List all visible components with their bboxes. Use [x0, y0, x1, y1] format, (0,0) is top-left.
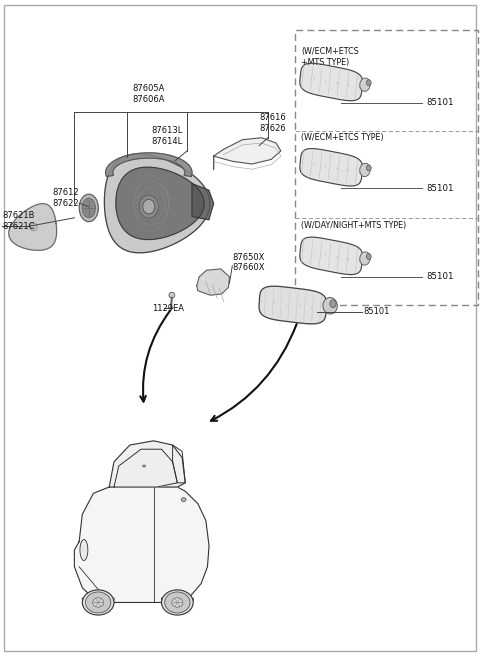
Ellipse shape: [82, 198, 96, 218]
Text: 85101: 85101: [426, 272, 454, 281]
Ellipse shape: [93, 598, 104, 607]
Text: 87613L
87614L: 87613L 87614L: [151, 126, 183, 146]
Text: 85101: 85101: [364, 307, 390, 316]
Text: 87612
87622: 87612 87622: [53, 188, 79, 208]
Polygon shape: [74, 487, 209, 602]
Polygon shape: [300, 148, 362, 186]
Polygon shape: [104, 154, 210, 253]
Text: 85101: 85101: [426, 184, 454, 193]
Polygon shape: [259, 286, 326, 324]
Ellipse shape: [366, 254, 371, 260]
Polygon shape: [9, 203, 57, 251]
Polygon shape: [106, 153, 192, 176]
Text: 87650X
87660X: 87650X 87660X: [232, 253, 265, 272]
Polygon shape: [197, 269, 229, 295]
Ellipse shape: [143, 465, 145, 467]
Ellipse shape: [79, 194, 98, 222]
Ellipse shape: [323, 298, 337, 314]
Text: 87605A
87606A: 87605A 87606A: [132, 84, 165, 104]
Text: (W/ECM+ETCS
+MTS TYPE): (W/ECM+ETCS +MTS TYPE): [301, 47, 359, 67]
Text: 87621B
87621C: 87621B 87621C: [2, 211, 35, 231]
Ellipse shape: [172, 598, 183, 607]
Ellipse shape: [169, 293, 175, 298]
Polygon shape: [116, 167, 204, 239]
Ellipse shape: [80, 539, 88, 560]
Ellipse shape: [83, 590, 114, 615]
Ellipse shape: [360, 163, 370, 176]
Text: 1129EA: 1129EA: [152, 304, 184, 313]
Ellipse shape: [366, 165, 371, 171]
Ellipse shape: [30, 223, 37, 231]
Ellipse shape: [181, 498, 186, 501]
Ellipse shape: [366, 80, 371, 86]
Ellipse shape: [139, 195, 158, 218]
Ellipse shape: [165, 592, 190, 613]
Text: (W/ECM+ETCS TYPE): (W/ECM+ETCS TYPE): [301, 133, 384, 142]
Ellipse shape: [360, 252, 370, 265]
Ellipse shape: [360, 78, 370, 91]
Text: 87616
87626: 87616 87626: [259, 113, 286, 133]
Polygon shape: [109, 441, 185, 487]
Polygon shape: [214, 138, 281, 169]
Polygon shape: [192, 184, 214, 220]
Ellipse shape: [330, 300, 336, 308]
Polygon shape: [114, 449, 178, 487]
Polygon shape: [300, 63, 362, 101]
Text: 85101: 85101: [426, 98, 454, 108]
Polygon shape: [300, 237, 362, 275]
Text: (W/DAY/NIGHT+MTS TYPE): (W/DAY/NIGHT+MTS TYPE): [301, 221, 406, 230]
Ellipse shape: [161, 590, 193, 615]
Ellipse shape: [143, 199, 155, 214]
Ellipse shape: [85, 592, 111, 613]
